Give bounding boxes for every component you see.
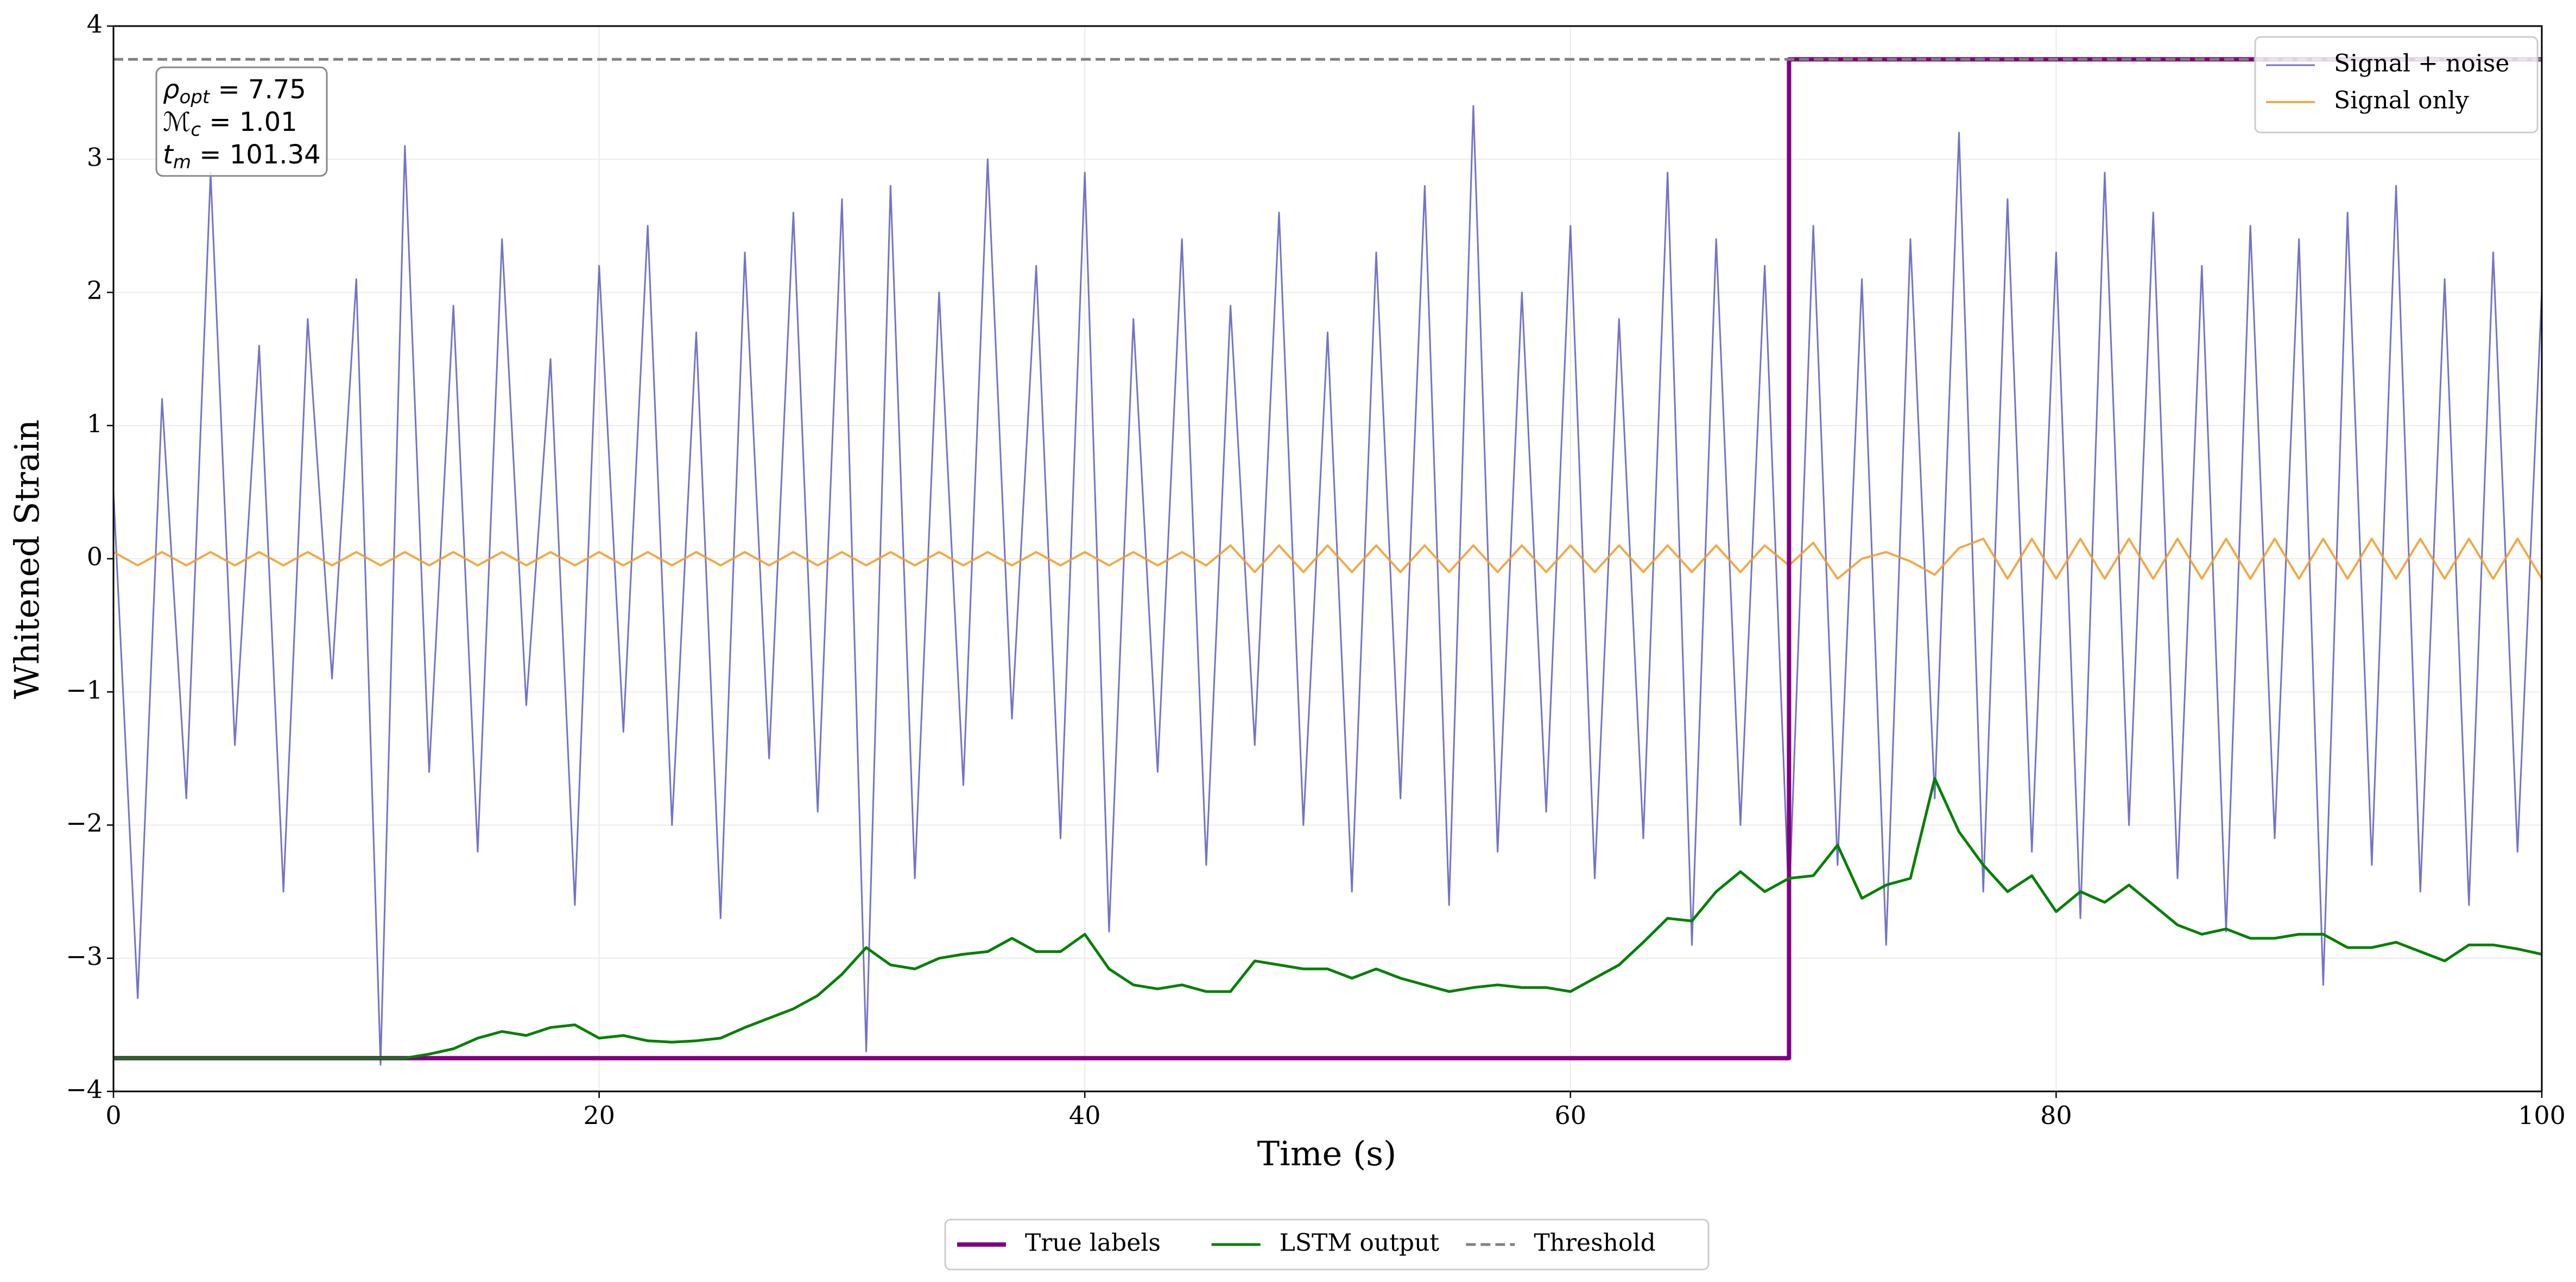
annotation-line: ρopt = 7.75 [163, 74, 306, 108]
legend-label: Signal only [2334, 87, 2469, 115]
x-tick-label: 40 [1069, 1101, 1101, 1130]
annotation-symbol: ℳ [163, 107, 191, 137]
axes-frame [112, 25, 2543, 1092]
annotation-symbol: ρ [163, 74, 179, 105]
legend-box [944, 1218, 1710, 1271]
legend-box [2254, 36, 2539, 134]
y-tick-label: 2 [87, 276, 103, 305]
x-tick-label: 100 [2518, 1101, 2566, 1130]
y-axis-label: Whitened Strain [7, 420, 47, 699]
x-tick-label: 80 [2040, 1101, 2072, 1130]
legend: True labels LSTM output Threshold [944, 1218, 1710, 1271]
x-tick-label: 20 [583, 1101, 615, 1130]
annotation-symbol: t [163, 140, 174, 170]
series-line [113, 105, 2542, 1066]
annotation-subscript: opt [179, 86, 210, 108]
legend-label: LSTM output [1280, 1229, 1440, 1257]
y-tick-label: −1 [66, 675, 103, 704]
annotation-box [155, 66, 328, 177]
y-tick-label: −3 [66, 942, 103, 971]
y-tick-label: 3 [87, 142, 103, 172]
legend-label: Signal + noise [2334, 50, 2509, 78]
series-line [113, 777, 2542, 1060]
series-line [113, 57, 2542, 1060]
x-tick-label: 60 [1555, 1101, 1587, 1130]
x-tick-label: 0 [105, 1101, 121, 1130]
annotation-line: tm = 101.34 [163, 140, 321, 173]
annotation-value: = 7.75 [210, 74, 306, 105]
annotation-value: = 1.01 [201, 107, 298, 137]
y-tick-label: 4 [87, 9, 103, 39]
x-axis-label: Time (s) [1257, 1134, 1397, 1173]
legend: Signal + noise Signal only [2254, 36, 2539, 134]
series-line [113, 538, 2542, 580]
legend-label: Threshold [1534, 1229, 1655, 1257]
annotation-line: ℳc = 1.01 [163, 107, 298, 141]
y-tick-label: 1 [87, 409, 103, 438]
annotation-value: = 101.34 [191, 140, 321, 170]
y-tick-label: −4 [66, 1075, 103, 1104]
annotation-subscript: c [191, 119, 201, 141]
y-tick-label: −2 [66, 809, 103, 838]
y-tick-label: 0 [87, 542, 103, 571]
annotation-subscript: m [173, 151, 191, 173]
legend-label: True labels [1025, 1229, 1161, 1257]
